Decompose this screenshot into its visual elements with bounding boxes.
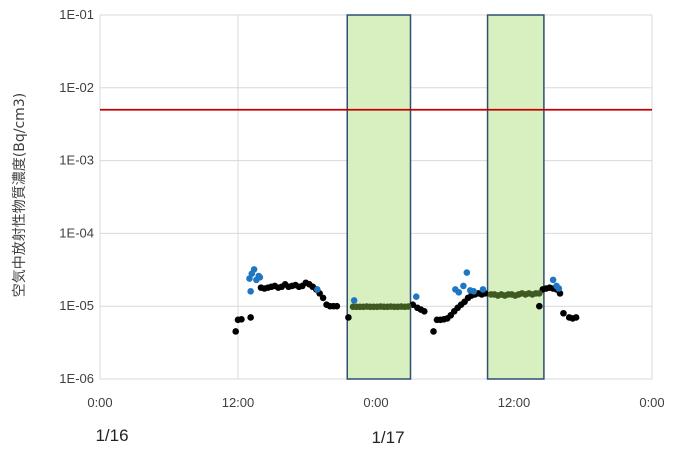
data-point-series-2: [412, 293, 420, 301]
data-point-series-2: [455, 289, 463, 296]
x-tick-label: 12:00: [498, 395, 531, 410]
data-point-series-2: [470, 288, 478, 295]
data-point-series-2: [549, 276, 557, 284]
data-point-series-2: [350, 297, 358, 304]
data-point-series-2: [479, 286, 487, 293]
data-point-series-3: [404, 303, 412, 310]
data-point-series-2: [250, 266, 258, 273]
y-tick-labels: 1E-06 1E-05 1E-04 1E-03 1E-02 1E-01: [59, 7, 94, 386]
data-point-series-1: [333, 302, 341, 310]
y-tick-label: 1E-06: [59, 371, 94, 386]
data-point-series-2: [555, 285, 563, 292]
data-point-series-1: [232, 328, 239, 335]
data-points: [232, 266, 580, 335]
x-tick-label: 0:00: [363, 395, 388, 410]
y-tick-label: 1E-02: [59, 80, 94, 95]
y-tick-label: 1E-01: [59, 7, 94, 22]
data-point-series-1: [319, 294, 327, 302]
shaded-region: [486, 14, 545, 380]
data-point-series-2: [256, 273, 264, 281]
data-point-series-2: [314, 286, 321, 293]
y-tick-label: 1E-05: [59, 298, 94, 313]
shaded-region: [346, 14, 412, 380]
y-axis-label: 空気中放射性物質濃度(Bq/cm3): [12, 93, 28, 297]
x-tick-label: 12:00: [222, 395, 255, 410]
x-tick-label: 0:00: [639, 395, 664, 410]
date-label: 1/17: [371, 428, 404, 447]
data-point-series-1: [421, 308, 428, 315]
data-point-series-1: [430, 328, 437, 335]
data-point-series-1: [572, 314, 580, 321]
data-point-series-1: [247, 314, 254, 321]
data-point-series-2: [460, 282, 467, 290]
data-point-series-1: [345, 314, 352, 321]
data-point-series-1: [536, 302, 543, 310]
data-point-series-3: [536, 290, 543, 297]
y-tick-label: 1E-03: [59, 153, 94, 168]
data-point-series-1: [560, 309, 567, 317]
y-tick-label: 1E-04: [59, 225, 94, 240]
date-labels: 1/16 1/17: [95, 426, 404, 447]
x-tick-label: 0:00: [87, 395, 112, 410]
data-point-series-1: [238, 316, 245, 323]
data-point-series-2: [463, 269, 471, 276]
x-tick-labels: 0:00 12:00 0:00 12:00 0:00: [87, 395, 664, 410]
shaded-regions: [346, 14, 545, 380]
data-point-series-2: [247, 288, 254, 295]
date-label: 1/16: [95, 426, 128, 445]
